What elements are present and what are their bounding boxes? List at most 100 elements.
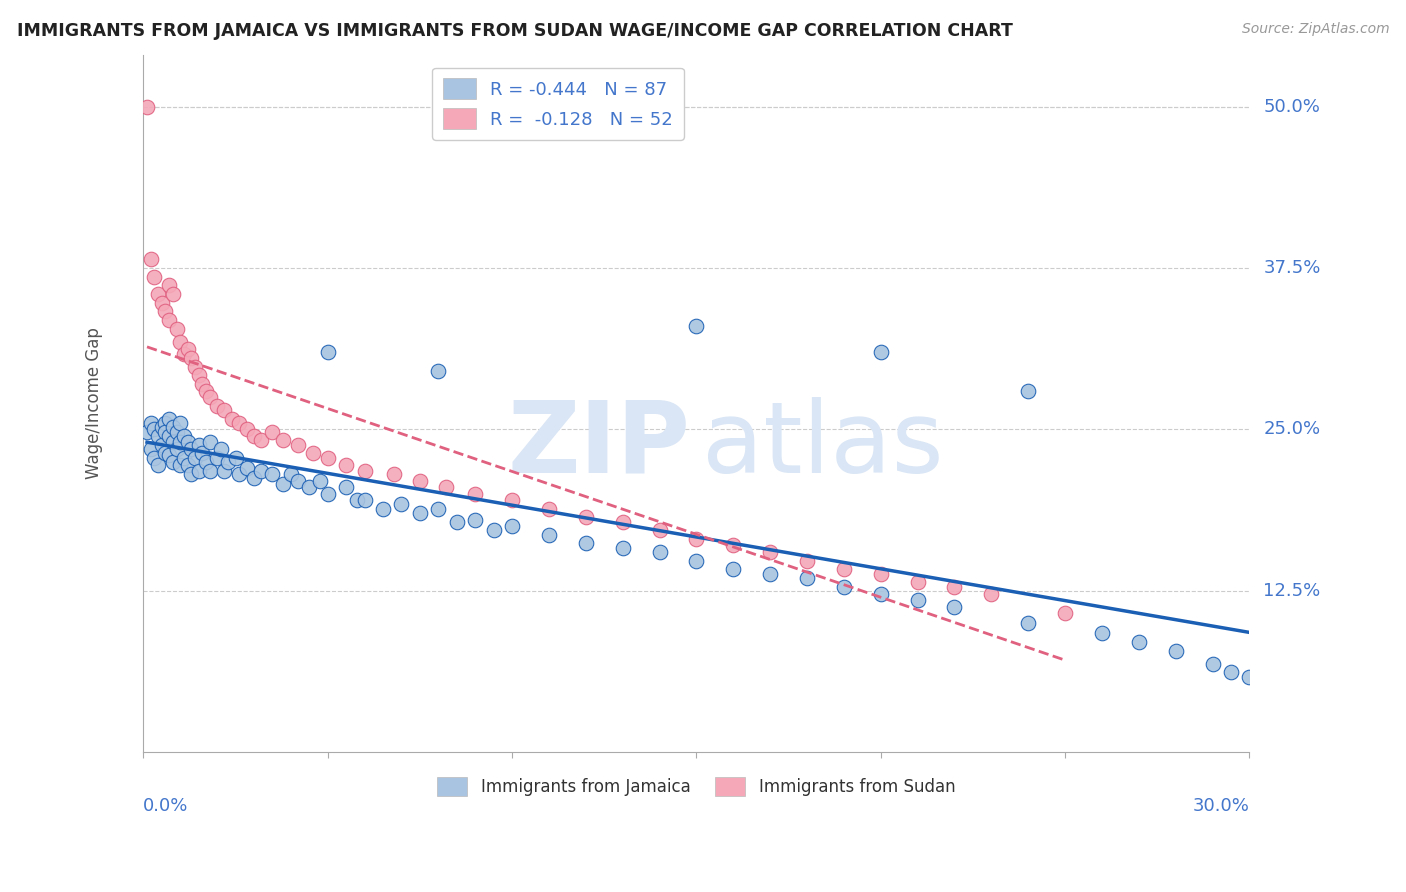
Text: Source: ZipAtlas.com: Source: ZipAtlas.com bbox=[1241, 22, 1389, 37]
Point bbox=[501, 493, 523, 508]
Point bbox=[409, 474, 432, 488]
Point bbox=[184, 450, 207, 465]
Point bbox=[157, 448, 180, 462]
Point bbox=[173, 429, 195, 443]
Point bbox=[162, 419, 184, 434]
Point bbox=[143, 422, 166, 436]
Point bbox=[464, 487, 486, 501]
Point bbox=[1164, 644, 1187, 658]
Point bbox=[157, 412, 180, 426]
Point bbox=[685, 554, 707, 568]
Point bbox=[184, 360, 207, 375]
Point bbox=[217, 454, 239, 468]
Point bbox=[371, 502, 394, 516]
Point bbox=[146, 429, 169, 443]
Point bbox=[169, 416, 191, 430]
Text: 12.5%: 12.5% bbox=[1264, 582, 1320, 599]
Point bbox=[262, 467, 284, 482]
Point bbox=[1091, 626, 1114, 640]
Point bbox=[198, 435, 221, 450]
Point bbox=[209, 442, 232, 456]
Text: 30.0%: 30.0% bbox=[1192, 797, 1250, 815]
Text: 37.5%: 37.5% bbox=[1264, 259, 1320, 277]
Point bbox=[273, 433, 295, 447]
Point bbox=[575, 536, 598, 550]
Point bbox=[166, 321, 188, 335]
Point bbox=[250, 433, 273, 447]
Point bbox=[139, 252, 162, 266]
Point bbox=[353, 464, 375, 478]
Text: 50.0%: 50.0% bbox=[1264, 98, 1320, 116]
Point bbox=[173, 347, 195, 361]
Point bbox=[446, 515, 468, 529]
Point bbox=[225, 450, 247, 465]
Text: Wage/Income Gap: Wage/Income Gap bbox=[84, 327, 103, 480]
Point bbox=[287, 474, 309, 488]
Point bbox=[180, 467, 202, 482]
Text: atlas: atlas bbox=[702, 397, 943, 494]
Point bbox=[1128, 635, 1150, 649]
Point bbox=[136, 425, 159, 439]
Point bbox=[155, 416, 177, 430]
Point bbox=[169, 334, 191, 349]
Point bbox=[427, 364, 450, 378]
Point bbox=[832, 580, 855, 594]
Point bbox=[173, 450, 195, 465]
Point bbox=[162, 435, 184, 450]
Point bbox=[409, 506, 432, 520]
Point bbox=[302, 445, 325, 459]
Point bbox=[157, 277, 180, 292]
Point bbox=[1220, 665, 1243, 679]
Point bbox=[943, 580, 966, 594]
Text: ZIP: ZIP bbox=[508, 397, 690, 494]
Point bbox=[464, 513, 486, 527]
Point bbox=[150, 419, 173, 434]
Point bbox=[143, 450, 166, 465]
Point bbox=[280, 467, 302, 482]
Point bbox=[943, 600, 966, 615]
Point bbox=[221, 412, 243, 426]
Point bbox=[434, 480, 457, 494]
Point bbox=[612, 541, 634, 555]
Point bbox=[482, 523, 505, 537]
Point bbox=[316, 487, 339, 501]
Point bbox=[235, 422, 257, 436]
Point bbox=[187, 438, 209, 452]
Point bbox=[146, 286, 169, 301]
Point bbox=[537, 502, 560, 516]
Point bbox=[575, 510, 598, 524]
Text: IMMIGRANTS FROM JAMAICA VS IMMIGRANTS FROM SUDAN WAGE/INCOME GAP CORRELATION CHA: IMMIGRANTS FROM JAMAICA VS IMMIGRANTS FR… bbox=[17, 22, 1012, 40]
Point bbox=[382, 467, 405, 482]
Point bbox=[1054, 606, 1077, 620]
Point bbox=[298, 480, 321, 494]
Point bbox=[273, 476, 295, 491]
Point bbox=[1239, 670, 1261, 684]
Point bbox=[195, 384, 218, 398]
Point bbox=[832, 562, 855, 576]
Point bbox=[155, 445, 177, 459]
Point bbox=[648, 523, 671, 537]
Point bbox=[759, 545, 782, 559]
Point bbox=[391, 497, 413, 511]
Point bbox=[191, 445, 214, 459]
Point bbox=[537, 528, 560, 542]
Point bbox=[243, 471, 266, 485]
Point bbox=[316, 450, 339, 465]
Point bbox=[214, 464, 236, 478]
Text: 25.0%: 25.0% bbox=[1264, 420, 1320, 438]
Point bbox=[157, 312, 180, 326]
Point bbox=[907, 592, 929, 607]
Point bbox=[139, 442, 162, 456]
Point bbox=[162, 286, 184, 301]
Point bbox=[235, 461, 257, 475]
Point bbox=[205, 399, 228, 413]
Point bbox=[155, 425, 177, 439]
Point bbox=[176, 458, 198, 473]
Point bbox=[501, 519, 523, 533]
Point bbox=[335, 480, 357, 494]
Legend: Immigrants from Jamaica, Immigrants from Sudan: Immigrants from Jamaica, Immigrants from… bbox=[430, 770, 962, 803]
Point bbox=[228, 467, 250, 482]
Point bbox=[180, 442, 202, 456]
Point bbox=[335, 458, 357, 473]
Point bbox=[191, 377, 214, 392]
